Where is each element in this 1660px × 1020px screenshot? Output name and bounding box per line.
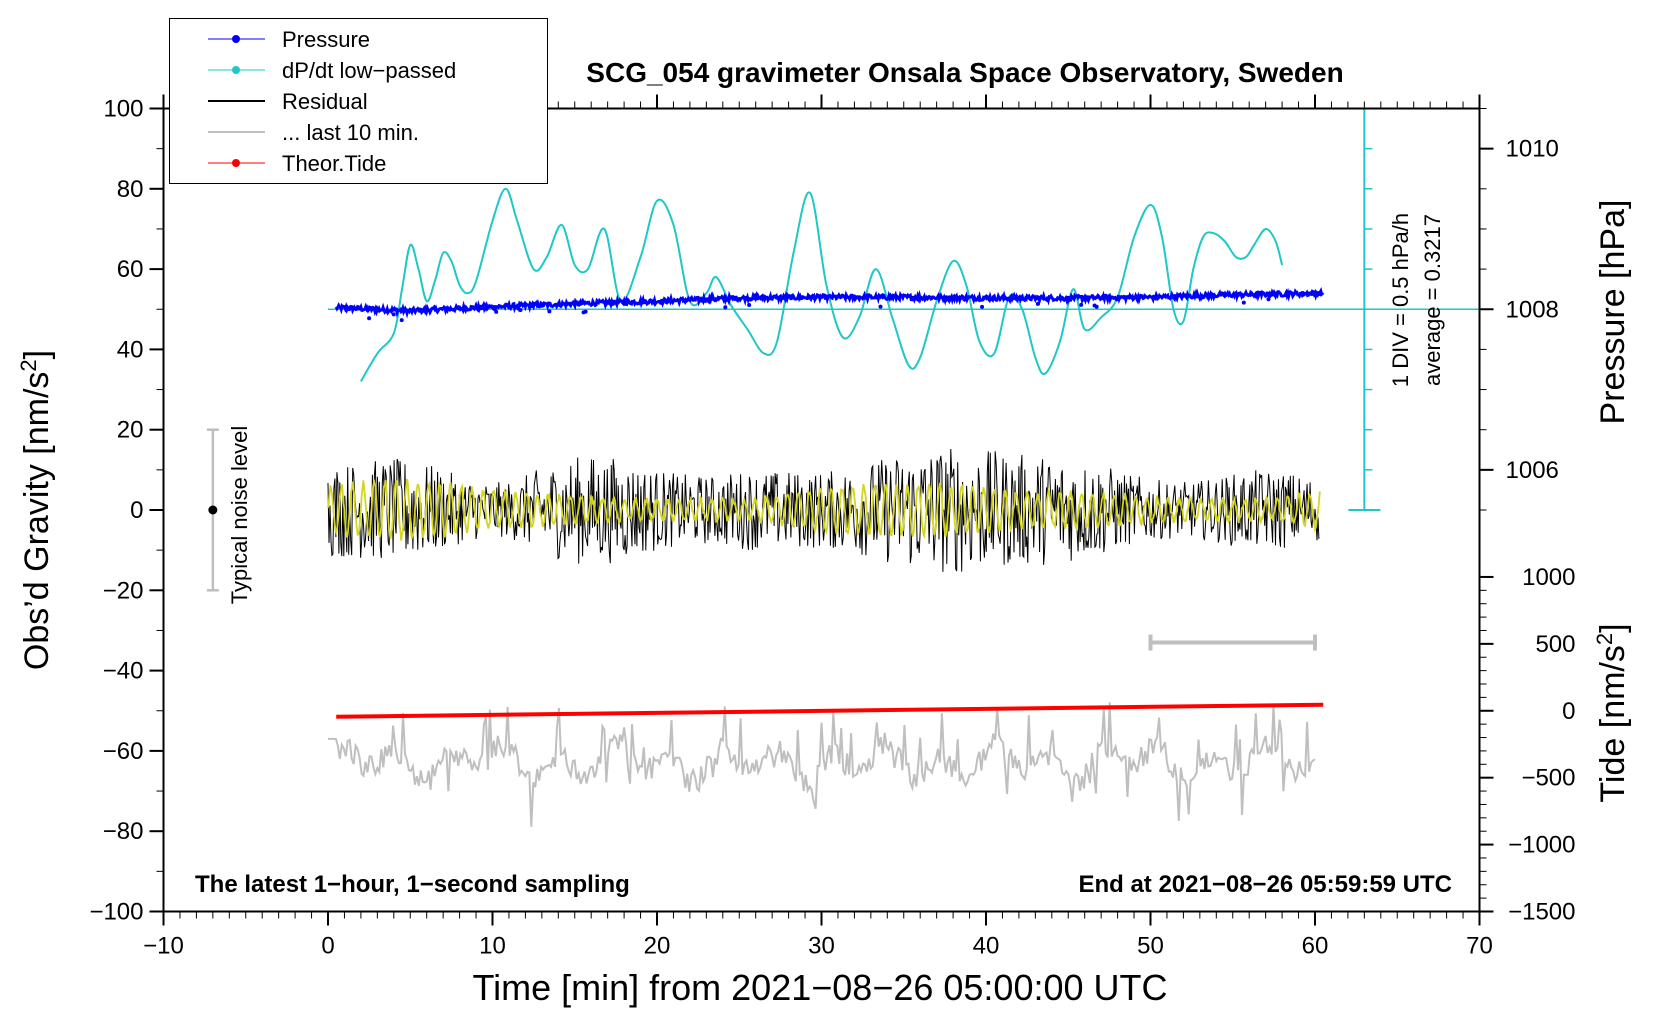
legend-item-dpdt: dP/dt low−passed — [208, 58, 456, 83]
y-axis-label: Obs’d Gravity [nm/s2] — [16, 350, 56, 670]
pressure-tick-label: 1006 — [1506, 457, 1559, 484]
y-axis-ticks: −100 −80 −60 −40 −20 0 20 40 60 80 100 — [89, 96, 164, 926]
tide-axis-label-main: Tide [nm/s — [1594, 645, 1632, 802]
tide-axis-label-end: ] — [1594, 623, 1632, 632]
y-tick-label: −100 — [89, 899, 143, 926]
annotation-sampling: The latest 1−hour, 1−second sampling — [195, 871, 630, 898]
y-tick-label: −60 — [103, 738, 144, 765]
tide-tick-label: −1000 — [1508, 832, 1575, 859]
pressure-point — [518, 308, 523, 313]
tide-tick-label: 0 — [1562, 698, 1575, 725]
x-tick-label: 0 — [321, 933, 334, 960]
pressure-point — [1035, 301, 1040, 306]
pressure-point — [980, 304, 985, 309]
y-tick-label: 60 — [117, 256, 144, 283]
tide-tick-label: 500 — [1535, 631, 1575, 658]
data-layer — [206, 107, 1480, 827]
tide-axis-label-sup: 2 — [1592, 633, 1617, 645]
x-tick-label: 50 — [1137, 933, 1164, 960]
pressure-point — [747, 303, 752, 308]
residual-filtered-line — [327, 478, 1321, 541]
pressure-point — [547, 309, 552, 314]
legend-item-tide: Theor.Tide — [208, 151, 386, 176]
y-tick-label: 100 — [103, 96, 143, 123]
right-axis-ticks: 1006 1008 1010 1000 500 0 −500 −1000 −1500 — [1479, 108, 1576, 926]
y-axis-label-main: Obs’d Gravity [nm/s — [18, 372, 56, 671]
y-tick-label: −20 — [103, 577, 144, 604]
pressure-point — [367, 316, 372, 321]
x-tick-label: 20 — [644, 933, 671, 960]
y-tick-label: −80 — [103, 818, 144, 845]
pressure-point — [1079, 302, 1084, 307]
x-tick-label: 40 — [973, 933, 1000, 960]
legend-label-tide: Theor.Tide — [282, 151, 386, 176]
pressure-series-line — [334, 286, 1325, 319]
pressure-tick-label: 1010 — [1506, 136, 1559, 163]
legend-label-last10: ... last 10 min. — [282, 120, 419, 145]
legend-marker-dpdt — [232, 66, 240, 74]
tide-series-line — [336, 702, 1324, 719]
pressure-point — [581, 310, 586, 315]
tide-axis-label: Tide [nm/s2] — [1592, 623, 1632, 802]
tide-tick-label: −500 — [1521, 765, 1575, 792]
legend-marker-tide — [232, 159, 240, 167]
last10-series-line — [328, 702, 1316, 827]
y-tick-label: 20 — [117, 417, 144, 444]
pressure-point — [1266, 297, 1271, 302]
pressure-point — [878, 304, 883, 309]
noise-level-label: Typical noise level — [227, 426, 252, 605]
pressure-point — [1094, 304, 1099, 309]
pressure-point — [494, 309, 499, 314]
x-tick-label: −10 — [143, 933, 184, 960]
pressure-tick-label: 1008 — [1506, 296, 1559, 323]
legend-item-pressure: Pressure — [208, 27, 370, 52]
residual-series-line — [327, 448, 1320, 572]
annotation-end-time: End at 2021−08−26 05:59:59 UTC — [1078, 871, 1452, 898]
x-axis-label: Time [min] from 2021−08−26 05:00:00 UTC — [472, 967, 1167, 1008]
legend-item-last10: ... last 10 min. — [208, 120, 419, 145]
pressure-point — [399, 318, 404, 323]
x-tick-label: 10 — [479, 933, 506, 960]
legend-marker-pressure — [232, 35, 240, 43]
dpdt-scale-label: 1 DIV = 0.5 hPa/h — [1388, 213, 1413, 387]
x-tick-label: 30 — [808, 933, 835, 960]
legend-item-residual: Residual — [208, 89, 368, 114]
chart-title: SCG_054 gravimeter Onsala Space Observat… — [586, 57, 1343, 88]
pressure-point — [1241, 300, 1246, 305]
noise-bar-center — [208, 505, 218, 515]
legend-label-residual: Residual — [282, 89, 368, 114]
dpdt-series-line — [360, 187, 1284, 382]
tide-tick-label: 1000 — [1522, 564, 1575, 591]
x-tick-label: 60 — [1302, 933, 1329, 960]
y-tick-label: 80 — [117, 176, 144, 203]
pressure-point — [723, 305, 728, 310]
legend-label-dpdt: dP/dt low−passed — [282, 58, 456, 83]
pressure-point — [391, 312, 396, 317]
y-tick-label: 40 — [117, 336, 144, 363]
y-tick-label: 0 — [130, 497, 143, 524]
x-tick-label: 70 — [1466, 933, 1493, 960]
legend: Pressure dP/dt low−passed Residual ... l… — [169, 18, 548, 184]
y-axis-label-sup: 2 — [16, 359, 41, 371]
dpdt-average-label: average = 0.3217 — [1420, 214, 1445, 386]
y-axis-label-end: ] — [18, 350, 56, 359]
legend-label-pressure: Pressure — [282, 27, 370, 52]
tide-tick-label: −1500 — [1508, 899, 1575, 926]
pressure-axis-label: Pressure [hPa] — [1594, 200, 1632, 425]
y-tick-label: −40 — [103, 658, 144, 685]
